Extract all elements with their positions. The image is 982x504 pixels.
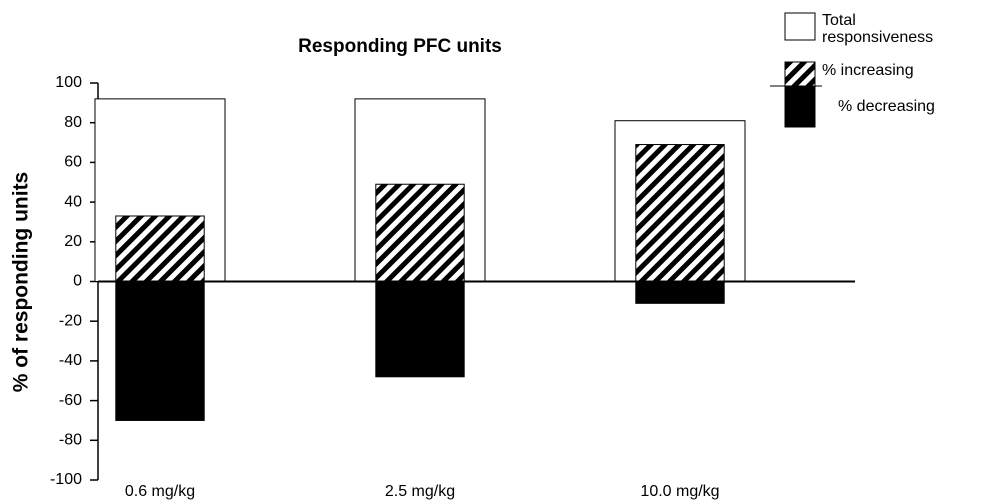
bar [375,183,465,282]
legend-swatch [784,12,816,41]
y-tick-label: -20 [59,312,82,329]
bar [375,281,465,378]
legend-swatch [784,61,816,87]
x-tick-label: 10.0 mg/kg [640,483,719,500]
y-tick-label: -40 [59,352,82,369]
x-tick-label: 2.5 mg/kg [385,483,455,500]
bar [635,144,725,282]
bar [635,281,725,304]
legend-label: % increasing [822,62,914,79]
y-tick-label: 40 [64,193,82,210]
y-tick-label: -80 [59,432,82,449]
y-tick-label: -100 [50,471,82,488]
legend-label: Total responsiveness [822,12,934,46]
legend-label: % decreasing [838,98,935,115]
x-tick-label: 0.6 mg/kg [125,483,195,500]
y-tick-label: 100 [55,74,82,91]
y-axis-title: % of responding units [10,172,33,393]
y-tick-label: -60 [59,392,82,409]
chart-title: Responding PFC units [298,36,502,57]
y-tick-label: 60 [64,154,82,171]
bar [115,281,205,421]
bar [115,215,205,282]
y-tick-label: 0 [73,273,82,290]
legend-swatch [784,85,816,128]
y-tick-label: 80 [64,114,82,131]
y-tick-label: 20 [64,233,82,250]
